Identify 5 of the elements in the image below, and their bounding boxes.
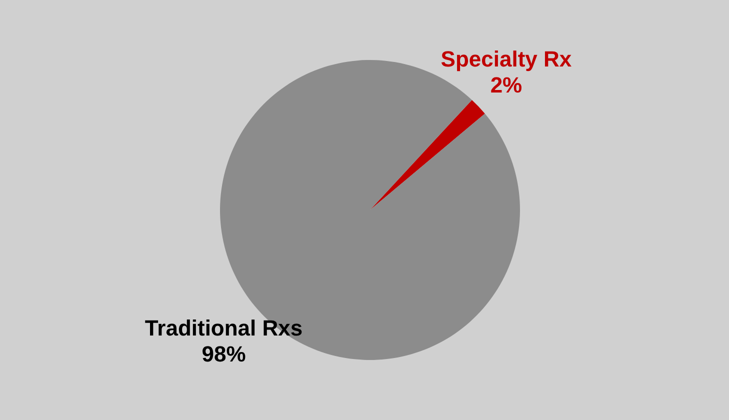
slice-label: Specialty Rx <box>440 46 572 72</box>
data-label: 98% <box>202 341 246 366</box>
data-label: 2% <box>490 72 522 98</box>
slice-label: Traditional Rxs <box>144 315 303 340</box>
pie-slice <box>370 100 485 210</box>
